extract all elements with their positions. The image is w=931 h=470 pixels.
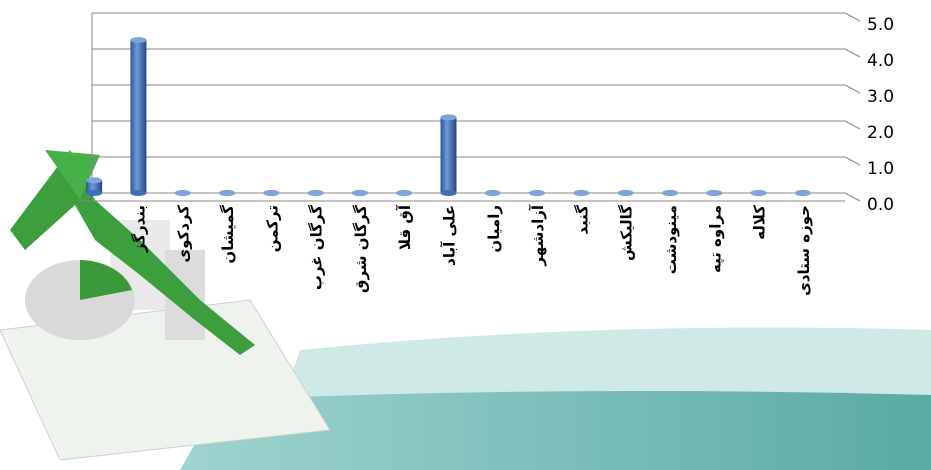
bar-part — [750, 190, 767, 196]
bar-part — [396, 190, 413, 196]
bar-part — [529, 190, 546, 196]
bar-part — [440, 190, 457, 196]
bar-part — [484, 190, 501, 196]
bar — [750, 190, 767, 196]
x-tick-label: آق قلا — [396, 204, 414, 250]
bar-part — [617, 190, 634, 196]
bar-part — [706, 190, 723, 196]
bar — [263, 190, 280, 196]
bar-part — [86, 190, 103, 196]
bar-part — [130, 190, 147, 196]
bar-part — [263, 190, 280, 196]
x-tick-label: ترکمن — [263, 205, 281, 252]
x-tick-label: علی آباد — [441, 205, 459, 266]
y-tick-label: 3.0 — [867, 87, 894, 107]
bar-part — [440, 117, 457, 193]
x-tick-label: گنبد — [573, 205, 591, 235]
x-tick-label: گمیشان — [219, 205, 237, 264]
bar — [484, 190, 501, 196]
tick-mark — [844, 192, 861, 202]
bar — [706, 190, 723, 196]
x-tick-label: گالیکش — [618, 205, 636, 261]
y-tick-label: 1.0 — [867, 159, 894, 179]
bar — [174, 190, 191, 196]
y-tick-label: 4.0 — [867, 51, 894, 71]
bar — [617, 190, 634, 196]
bar-part — [130, 40, 147, 193]
bar — [307, 190, 324, 196]
x-tick-label: کردکوی — [175, 205, 193, 263]
bar — [661, 190, 678, 196]
bar — [440, 114, 457, 196]
bar-part — [794, 190, 811, 196]
tick-mark — [844, 12, 861, 22]
bar — [573, 190, 590, 196]
x-tick-label: مینودشت — [662, 205, 680, 274]
x-tick-label: حوزه ستادی — [795, 205, 813, 296]
bar — [351, 190, 368, 196]
bar — [130, 37, 147, 196]
y-tick-label: 5.0 — [867, 15, 894, 35]
x-tick-label: بندرگز — [130, 205, 148, 253]
bar-part — [661, 190, 678, 196]
bar — [219, 190, 236, 196]
x-tick-label: گرگان غرب — [308, 205, 326, 290]
tick-mark — [844, 156, 861, 166]
bar-part — [351, 190, 368, 196]
decoration — [0, 150, 931, 470]
tick-mark — [844, 48, 861, 58]
bar — [529, 190, 546, 196]
x-tick-label: رامیان — [485, 205, 503, 253]
bar-part — [219, 190, 236, 196]
y-tick-label: 2.0 — [867, 123, 894, 143]
bar — [794, 190, 811, 196]
bar-part — [440, 114, 457, 121]
y-tick-label: 0.0 — [867, 195, 894, 215]
tick-mark — [844, 84, 861, 94]
x-tick-label: مراوه تپه — [706, 205, 725, 273]
bar-part — [174, 190, 191, 196]
tick-mark — [844, 120, 861, 130]
bar-part — [307, 190, 324, 196]
bar-part — [86, 180, 103, 193]
bar — [396, 190, 413, 196]
bar-part — [573, 190, 590, 196]
bar — [86, 177, 103, 196]
x-tick-label: آزادشهر — [529, 204, 547, 266]
bar-part — [130, 37, 147, 43]
x-tick-label: کلاله — [751, 205, 769, 240]
x-tick-label: گرگان شرق — [352, 205, 370, 293]
bar-part — [86, 177, 103, 184]
